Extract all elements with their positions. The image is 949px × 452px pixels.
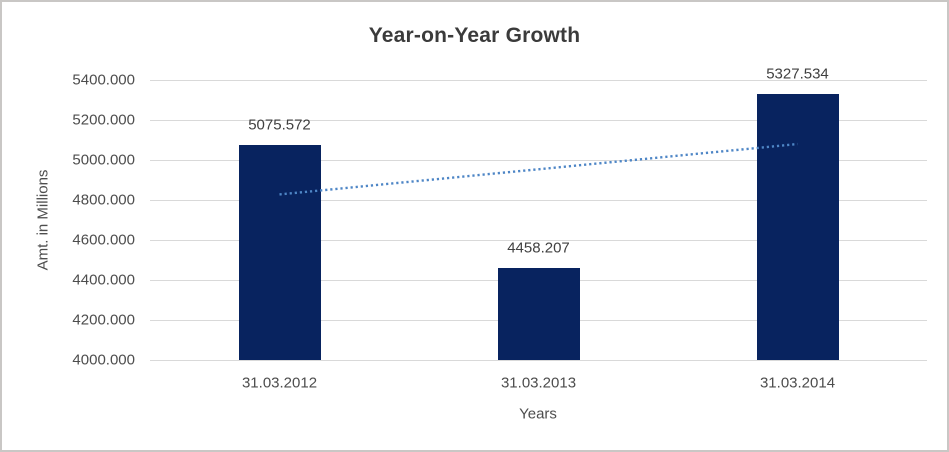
- x-tick-label: 31.03.2012: [241, 374, 318, 392]
- chart-title: Year-on-Year Growth: [368, 24, 581, 47]
- y-tick-label: 4600.000: [72, 231, 135, 249]
- bar-value-label: 5327.534: [766, 65, 829, 83]
- y-tick-label: 4400.000: [72, 271, 135, 289]
- gridline: [150, 79, 927, 81]
- gridline: [150, 359, 927, 361]
- trendline-dotted-segment: [279, 142, 798, 196]
- bar-value-label: 5075.572: [248, 116, 311, 134]
- x-axis-title: Years: [519, 405, 557, 423]
- y-tick-label: 4200.000: [72, 311, 135, 329]
- gridline: [150, 119, 927, 121]
- y-axis-title: Amt. in Millions: [34, 169, 52, 271]
- gridline: [150, 199, 927, 201]
- gridline: [150, 239, 927, 241]
- y-tick-label: 4800.000: [72, 191, 135, 209]
- y-tick-label: 4000.000: [72, 351, 135, 369]
- y-tick-label: 5400.000: [72, 71, 135, 89]
- y-tick-label: 5000.000: [72, 151, 135, 169]
- bar-31.03.2013: [497, 268, 580, 360]
- bar-31.03.2012: [238, 144, 321, 360]
- bar-value-label: 4458.207: [507, 239, 570, 257]
- y-tick-label: 5200.000: [72, 111, 135, 129]
- bar-31.03.2014: [756, 94, 839, 360]
- x-tick-label: 31.03.2014: [759, 374, 836, 392]
- x-tick-label: 31.03.2013: [500, 374, 577, 392]
